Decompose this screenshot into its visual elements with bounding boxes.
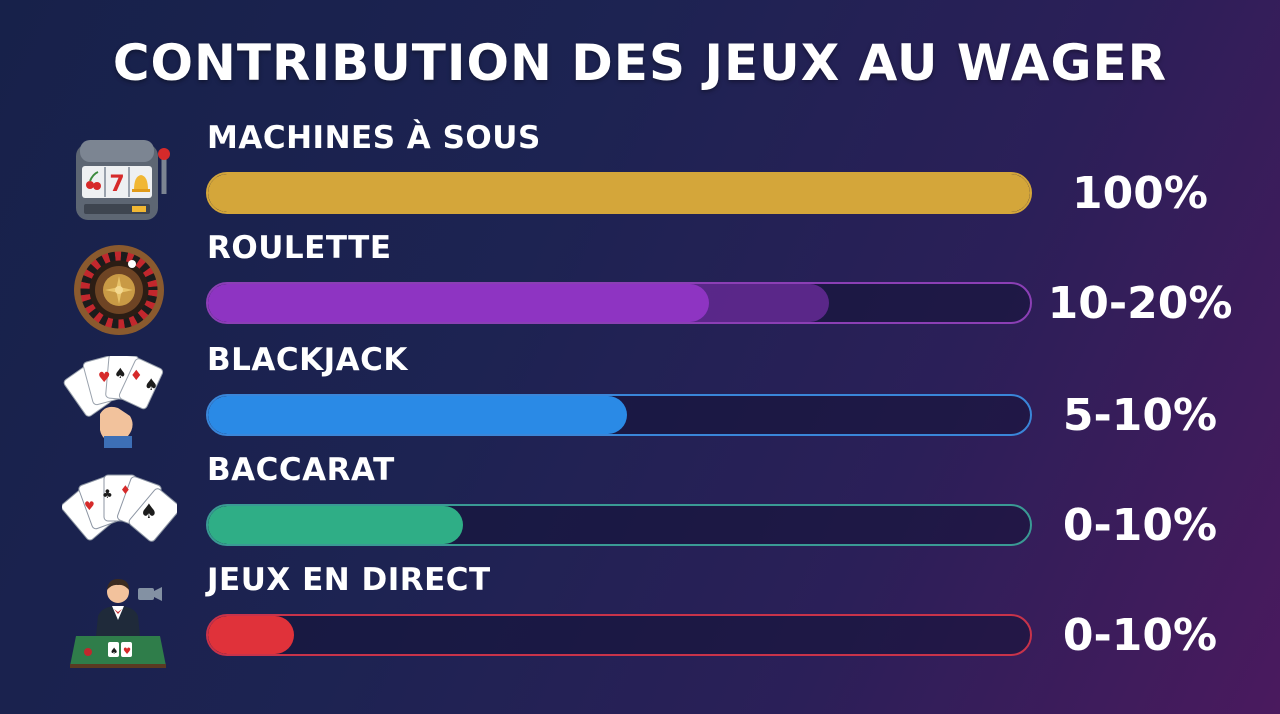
svg-text:7: 7 xyxy=(109,172,124,197)
bar-track xyxy=(206,394,1032,436)
value-label: 5-10% xyxy=(1062,390,1218,441)
chart-title: CONTRIBUTION DES JEUX AU WAGER xyxy=(112,34,1168,92)
slot-machine-icon: 7 xyxy=(62,134,177,226)
category-label: MACHINES À SOUS xyxy=(207,120,541,156)
svg-text:♥: ♥ xyxy=(98,370,111,386)
svg-text:♠: ♠ xyxy=(140,499,158,523)
svg-text:♦: ♦ xyxy=(120,483,131,497)
category-label: ROULETTE xyxy=(207,230,392,266)
svg-text:♠: ♠ xyxy=(144,375,158,394)
svg-text:♦: ♦ xyxy=(130,368,143,384)
svg-text:♣: ♣ xyxy=(102,487,113,501)
svg-text:♥: ♥ xyxy=(84,499,95,513)
bar-row: ♥ ♠ ♦ ♠ BLACKJACK 5-10% xyxy=(0,342,1280,452)
value-label: 0-10% xyxy=(1062,500,1218,551)
svg-text:♠: ♠ xyxy=(110,647,118,657)
bar-row: 7 MACHINES À SOUS 100% xyxy=(0,120,1280,230)
value-label: 10-20% xyxy=(1047,278,1233,329)
category-label: JEUX EN DIRECT xyxy=(207,562,491,598)
bar-row: ROULETTE 10-20% xyxy=(0,230,1280,340)
bar-fill xyxy=(208,396,628,434)
live-dealer-icon: ♠ ♥ xyxy=(62,576,177,668)
bar-track xyxy=(206,172,1032,214)
roulette-wheel-icon xyxy=(62,244,177,336)
bar-row: ♥ ♣ ♦ ♠ BACCARAT 0-10% xyxy=(0,452,1280,562)
bar-fill xyxy=(208,284,710,322)
value-label: 0-10% xyxy=(1062,610,1218,661)
hand-of-cards-icon: ♥ ♠ ♦ ♠ xyxy=(62,353,177,448)
category-label: BLACKJACK xyxy=(207,342,408,378)
svg-text:♠: ♠ xyxy=(114,366,127,382)
bar-fill xyxy=(208,174,1030,212)
bar-track xyxy=(206,504,1032,546)
svg-text:♥: ♥ xyxy=(123,647,131,657)
fanned-cards-icon: ♥ ♣ ♦ ♠ xyxy=(61,466,181,558)
bar-fill xyxy=(208,616,295,654)
bar-track xyxy=(206,614,1032,656)
bar-row: ♠ ♥ JEUX EN DIRECT 0-10% xyxy=(0,562,1280,672)
bar-track xyxy=(206,282,1032,324)
bar-fill xyxy=(208,506,463,544)
value-label: 100% xyxy=(1072,168,1208,219)
category-label: BACCARAT xyxy=(207,452,395,488)
